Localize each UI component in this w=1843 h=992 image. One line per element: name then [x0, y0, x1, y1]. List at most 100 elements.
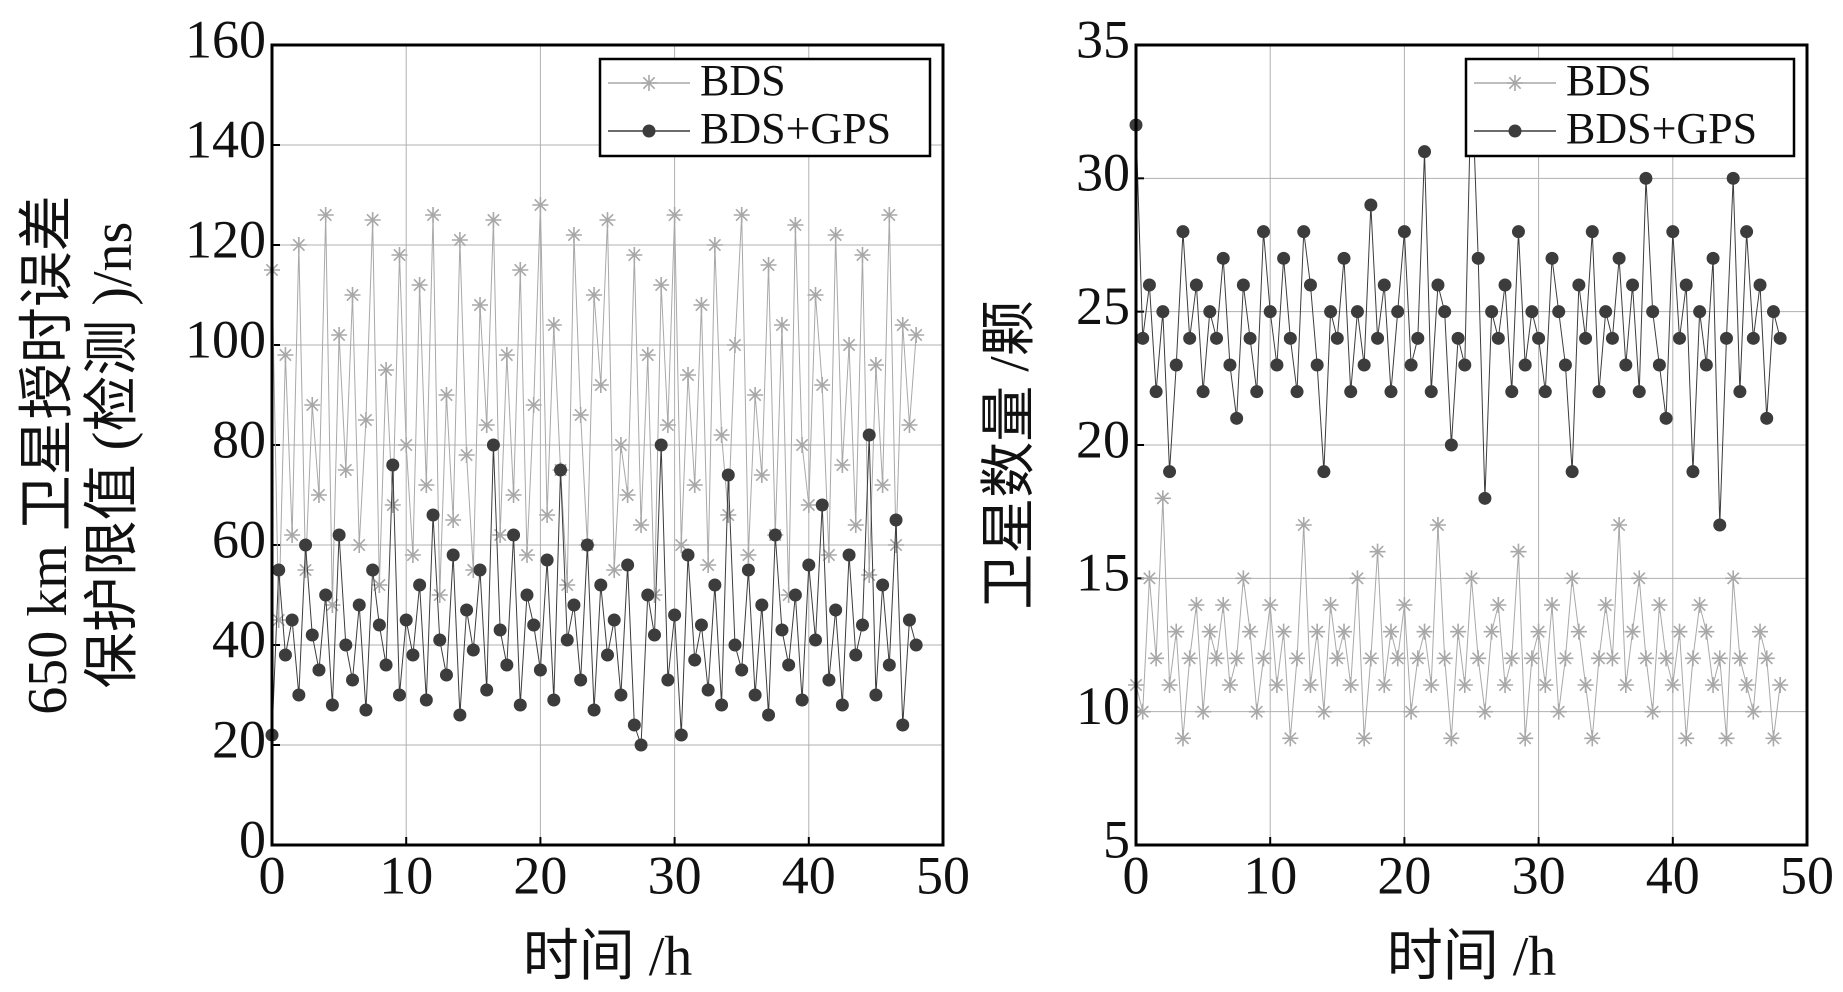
marker [673, 537, 690, 553]
plot-frame [1134, 43, 1809, 847]
marker [1552, 305, 1566, 319]
marker [693, 297, 710, 313]
marker [606, 562, 623, 578]
marker [1718, 730, 1735, 747]
x-tick-label: 30 [648, 845, 702, 905]
marker [835, 698, 849, 712]
marker [1699, 358, 1713, 372]
x-axis-label: 时间 /h [1387, 926, 1557, 988]
marker [1376, 677, 1393, 693]
marker [842, 548, 856, 562]
marker [1619, 358, 1633, 372]
marker [694, 618, 708, 632]
x-tick-label: 10 [1243, 845, 1297, 905]
marker [713, 427, 730, 443]
marker [592, 377, 609, 393]
marker [1342, 677, 1359, 693]
marker [674, 728, 688, 742]
marker [1585, 225, 1599, 239]
marker [1262, 597, 1279, 613]
marker [1772, 677, 1789, 693]
marker [1463, 570, 1480, 587]
marker [748, 688, 762, 702]
marker [1508, 124, 1522, 138]
marker [1322, 597, 1339, 613]
marker [1713, 518, 1727, 532]
marker [1444, 438, 1458, 452]
marker [359, 703, 373, 717]
marker [1289, 650, 1306, 667]
marker [498, 347, 515, 363]
y-tick-label: 30 [1076, 143, 1130, 203]
marker [1605, 331, 1619, 345]
marker [639, 347, 656, 363]
marker [794, 437, 811, 453]
marker [565, 227, 582, 243]
marker [533, 663, 547, 677]
marker [1403, 703, 1420, 720]
marker [411, 277, 428, 293]
marker [466, 643, 480, 657]
marker [909, 638, 923, 652]
marker [1391, 305, 1405, 319]
marker [1263, 305, 1277, 319]
marker [299, 538, 313, 552]
marker [795, 693, 809, 707]
marker [1505, 385, 1519, 399]
x-tick-label: 20 [513, 845, 567, 905]
marker [1545, 251, 1559, 265]
marker [1156, 305, 1170, 319]
marker [762, 708, 776, 722]
plot-frame [270, 43, 945, 847]
marker [472, 297, 489, 313]
marker [520, 588, 534, 602]
marker [587, 703, 601, 717]
marker [1283, 331, 1297, 345]
marker [1256, 225, 1270, 239]
marker [1208, 650, 1225, 667]
marker [867, 357, 884, 373]
marker [700, 557, 717, 573]
marker [513, 698, 527, 712]
marker [1195, 703, 1212, 720]
marker [1396, 597, 1413, 613]
marker [1161, 677, 1178, 693]
marker [379, 658, 393, 672]
marker [908, 327, 925, 343]
marker [292, 688, 306, 702]
marker [505, 487, 522, 503]
marker [366, 563, 380, 577]
marker [1490, 597, 1507, 613]
marker [814, 377, 831, 393]
marker [398, 437, 415, 453]
marker [1658, 650, 1675, 667]
marker [1215, 597, 1232, 613]
marker [319, 588, 333, 602]
marker [634, 738, 648, 752]
marker [599, 212, 616, 228]
marker [460, 603, 474, 617]
marker [1745, 703, 1762, 720]
marker [399, 613, 413, 627]
marker [1344, 385, 1358, 399]
marker [270, 612, 287, 628]
marker [1538, 385, 1552, 399]
marker [465, 562, 482, 578]
marker [1497, 677, 1514, 693]
marker [1651, 597, 1668, 613]
marker [1149, 385, 1163, 399]
marker [607, 613, 621, 627]
marker [312, 663, 326, 677]
marker [426, 508, 440, 522]
marker [458, 447, 475, 463]
y-tick-label: 100 [185, 309, 266, 369]
marker [500, 658, 514, 672]
marker [882, 658, 896, 672]
marker [1617, 677, 1634, 693]
marker [1476, 703, 1493, 720]
marker [1324, 305, 1338, 319]
marker [800, 497, 817, 513]
marker [1429, 517, 1446, 533]
marker [822, 673, 836, 687]
